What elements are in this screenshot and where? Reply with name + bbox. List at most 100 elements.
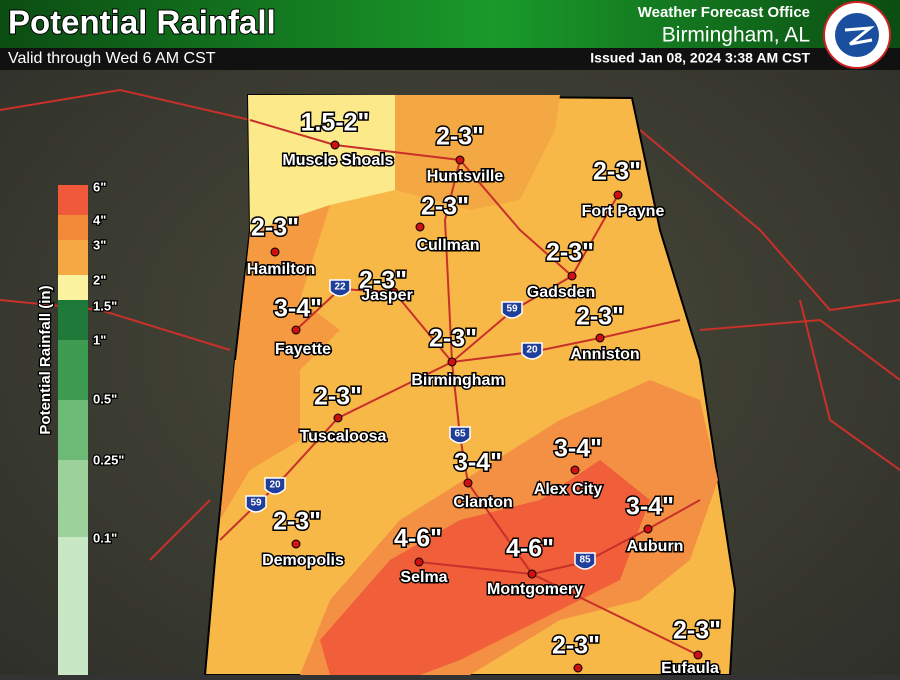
interstate-number: 59 [250, 498, 262, 509]
city-name: Demopolis [262, 552, 344, 569]
legend-label: 3" [93, 237, 106, 252]
city-name: Fayette [275, 341, 331, 358]
rain-amount: 2-3" [421, 193, 469, 221]
city-name: Huntsville [427, 168, 504, 185]
legend-swatch [58, 275, 88, 300]
city-name: Tuscaloosa [300, 428, 387, 445]
title: Potential Rainfall [8, 4, 276, 41]
city-name: Jasper [361, 287, 413, 304]
city-dot [567, 271, 577, 281]
legend-swatch [58, 300, 88, 340]
legend-swatch [58, 460, 88, 537]
legend-swatch [58, 185, 88, 215]
city-name: Clanton [453, 494, 513, 511]
rain-amount: 4-6" [506, 535, 554, 563]
city-name: Anniston [570, 346, 639, 363]
city-dot [447, 357, 457, 367]
city-dot [455, 155, 465, 165]
legend-label: 4" [93, 212, 106, 227]
city-dot [573, 663, 583, 673]
city-dot [595, 333, 605, 343]
nws-logo [823, 1, 891, 69]
rain-amount: 2-3" [593, 158, 641, 186]
legend-label: 1.5" [93, 298, 117, 313]
rain-amount: 3-4" [554, 435, 602, 463]
rain-amount: 2-3" [251, 214, 299, 242]
labels: 22 59 20 65 20 59 85 1.5-2" Muscle Shoals 2-3" Hun… [245, 107, 723, 679]
city-dot [613, 190, 623, 200]
office: Weather Forecast Office [638, 4, 810, 21]
zone-orange-n [395, 95, 560, 210]
city-dot [570, 465, 580, 475]
legend-swatch [58, 215, 88, 240]
interstate-number: 22 [334, 282, 346, 293]
interstate-number: 85 [579, 555, 591, 566]
rain-amount: 1.5-2" [301, 109, 370, 137]
city-name: Eufaula [661, 660, 719, 675]
interstate-shield [449, 426, 471, 444]
legend-swatch [58, 537, 88, 675]
rain-amount: 3-4" [626, 493, 674, 521]
interstate-shield [574, 552, 596, 570]
rain-amount: 4-6" [394, 525, 442, 553]
city-name: Muscle Shoals [282, 152, 393, 169]
legend-swatch [58, 240, 88, 275]
roads-outside [0, 88, 900, 561]
legend-title: Potential Rainfall (in) [37, 285, 54, 434]
interstate-number: 65 [454, 429, 466, 440]
subheader-band [0, 48, 900, 70]
city-name: Selma [400, 569, 447, 586]
city-dot [414, 557, 424, 567]
legend-label: 6" [93, 179, 106, 194]
city-dot [693, 650, 703, 660]
legend: 6" 4" 3" 2" 1.5" 1" 0.5" 0.25" 0.1" [58, 178, 126, 675]
city-dot [291, 325, 301, 335]
issued: Issued Jan 08, 2024 3:38 AM CST [590, 50, 810, 66]
city-dot [643, 524, 653, 534]
legend-label: 0.25" [93, 452, 124, 467]
city-dot [389, 287, 399, 297]
interstate-shield [264, 477, 286, 495]
interstate-number: 20 [526, 345, 538, 356]
city-dot [527, 569, 537, 579]
rain-amount: 2-3" [552, 632, 600, 660]
zone-orange-w [220, 360, 300, 520]
rain-amount: 2-3" [436, 123, 484, 151]
city-name: Gadsden [527, 284, 595, 301]
rain-amount: 2-3" [314, 383, 362, 411]
city-name: Birmingham [411, 372, 504, 389]
city-dot [333, 413, 343, 423]
city-dot [330, 140, 340, 150]
city-dot [463, 478, 473, 488]
interstate-shield [521, 342, 543, 360]
interstate-number: 59 [506, 304, 518, 315]
rain-amount: 2-3" [546, 239, 594, 267]
rain-amount: 2-3" [673, 617, 721, 645]
rain-amount: 2-3" [429, 325, 477, 353]
rain-amount: 2-3" [273, 508, 321, 536]
legend-label: 2" [93, 272, 106, 287]
city-name: Hamilton [247, 261, 315, 278]
rain-amount: 3-4" [454, 449, 502, 477]
city-name: Auburn [627, 538, 684, 555]
header-band [0, 0, 900, 48]
legend-label: 0.5" [93, 391, 117, 406]
city-dot [291, 539, 301, 549]
legend-swatch [58, 340, 88, 400]
rain-amount: 2-3" [359, 267, 407, 295]
interstate-shield [245, 495, 267, 513]
legend-label: 1" [93, 332, 106, 347]
city-name: Alex City [534, 481, 603, 498]
interstate-number: 20 [269, 480, 281, 491]
interstate-shield [501, 301, 523, 319]
zone-red [320, 460, 650, 675]
legend-swatch [58, 400, 88, 460]
city-dot [415, 222, 425, 232]
city-name: Montgomery [487, 581, 583, 598]
interstate-shield [329, 279, 351, 297]
zone-orange-nw [235, 205, 340, 370]
location: Birmingham, AL [662, 24, 810, 47]
city-dot [270, 247, 280, 257]
city-name: Cullman [416, 237, 479, 254]
